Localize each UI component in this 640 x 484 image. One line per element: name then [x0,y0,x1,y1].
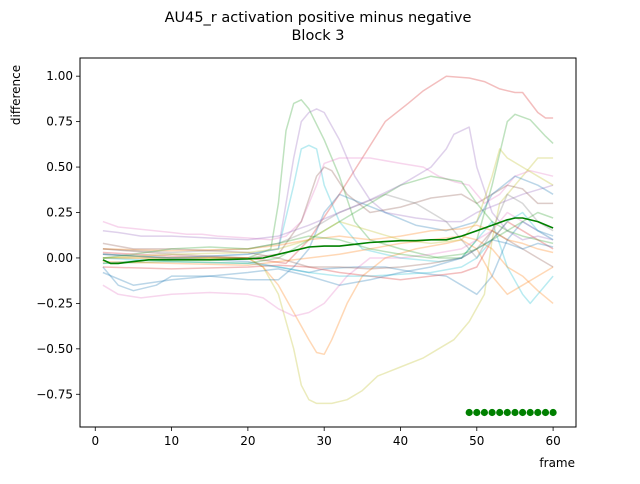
x-tick-label: 40 [393,434,408,448]
x-tick-label: 20 [240,434,255,448]
y-tick-label: 0.00 [46,251,73,265]
background-series-line-3 [102,108,554,259]
background-series-line-19 [102,148,554,259]
background-series-line-17 [102,126,554,241]
background-series-line-18 [102,211,554,277]
background-series-line-4 [102,144,554,305]
background-series-line-15 [102,220,554,281]
background-series-line-2 [102,99,554,259]
background-series-line-11 [102,193,554,259]
background-series-line-5 [102,157,554,405]
y-tick-label: 0.25 [46,206,73,220]
y-tick-label: 0.75 [46,115,73,129]
background-series-line-12 [102,220,554,296]
x-tick-label: 10 [164,434,179,448]
significance-marker-2 [473,408,481,417]
background-series-line-10 [102,211,554,317]
significance-marker-1 [465,408,473,417]
axes-ticks: 0 10 20 30 40 50 60 −0.75 −0.50 −0.25 0.00 0.25 0.50… [36,69,561,448]
background-series-line-14 [102,175,554,265]
significance-marker-3 [480,408,488,417]
y-axis-label: difference [9,65,23,125]
x-tick-label: 0 [91,434,99,448]
mean-series-line-1 [102,217,554,265]
chart-subtitle: Block 3 [291,28,344,44]
background-series-line-16 [102,229,554,270]
plot-frame [79,57,577,428]
x-tick-label: 60 [545,434,560,448]
x-axis-label: frame [539,456,575,470]
significance-marker-12 [549,408,557,417]
background-series-line-6 [102,239,554,356]
y-tick-label: 1.00 [46,69,73,83]
significance-marker-6 [503,408,511,417]
background-series-line-20 [102,235,554,304]
y-tick-label: −0.25 [36,296,73,310]
significance-marker-8 [519,408,527,417]
background-series-line-21 [102,239,554,286]
background-series-line-13 [102,224,554,254]
significance-marker-10 [534,408,542,417]
chart-title: AU45_r activation positive minus negativ… [165,10,472,26]
background-series-line-1 [102,75,554,265]
significance-marker-7 [511,408,519,417]
significance-marker-4 [488,408,496,417]
significance-marker-11 [541,408,550,417]
plot-area [102,75,557,417]
y-tick-label: −0.75 [36,387,73,401]
x-tick-label: 50 [469,434,484,448]
background-series-line-9 [102,175,554,292]
background-series-line-22 [102,229,554,259]
y-tick-label: −0.50 [36,342,73,356]
background-series-line-7 [102,157,554,241]
x-tick-label: 30 [317,434,332,448]
significance-marker-5 [496,408,504,417]
significance-marker-9 [526,408,534,417]
y-tick-label: 0.50 [46,160,73,174]
